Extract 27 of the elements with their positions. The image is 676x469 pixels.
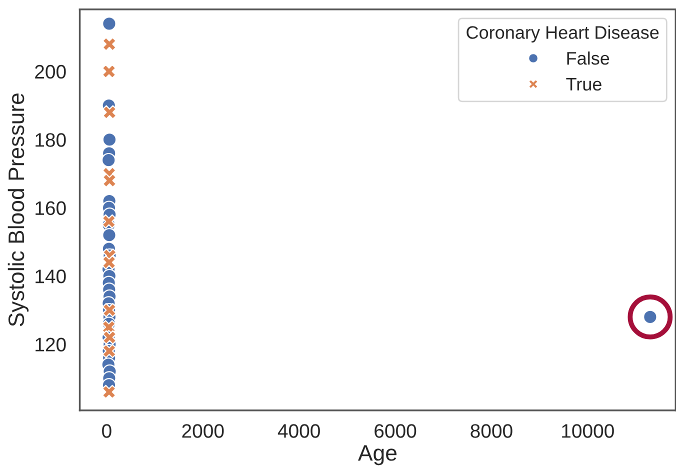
point [102,255,116,270]
y-tick-label: 200 [35,64,66,79]
y-tick-label: 140 [36,269,66,284]
x-tick-label: 4000 [278,424,320,438]
x-axis-title: Age [358,445,396,466]
x-tick-label: 8000 [470,424,512,438]
point [102,214,116,229]
point [102,228,116,242]
point [102,105,117,120]
x-tick-label: 2000 [182,424,224,438]
point [102,64,116,79]
y-tick-label: 120 [36,338,66,352]
point [101,152,116,168]
y-tick-label: 180 [36,133,66,147]
x-tick-label: 10000 [562,424,614,438]
legend-label: False [567,51,610,65]
legend-title: Coronary Heart Disease [466,26,659,42]
x-tick-label: 6000 [374,424,416,438]
y-axis-title: Systolic Blood Pressure [8,94,29,326]
point [102,384,116,400]
y-tick-label: 160 [36,201,66,216]
x-tick-label: 0 [102,424,112,438]
point [102,37,116,52]
legend-label: True [566,78,602,91]
point [102,132,117,147]
point [102,16,116,31]
point [102,173,117,188]
